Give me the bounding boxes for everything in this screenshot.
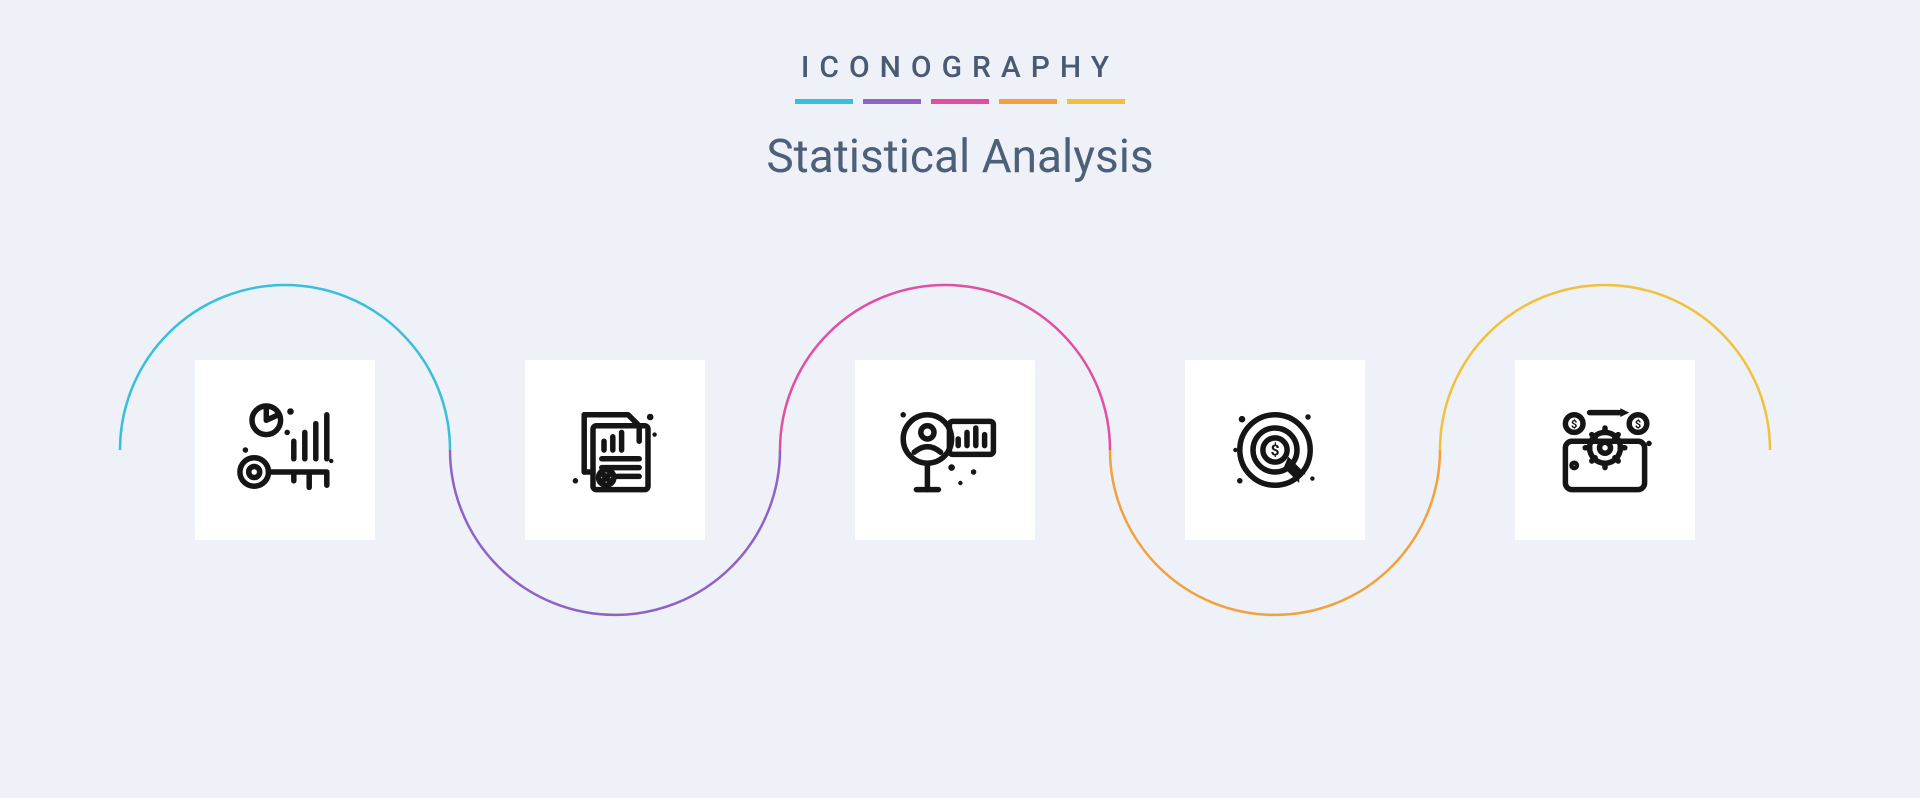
header: ICONOGRAPHY Statistical Analysis [0, 0, 1920, 184]
icon-tile-5: $ $ [1515, 360, 1695, 540]
icon-tile-3 [855, 360, 1035, 540]
page-title: Statistical Analysis [0, 130, 1920, 184]
accent-bar-1 [795, 99, 853, 104]
svg-text:$: $ [1571, 418, 1577, 431]
accent-bar-4 [999, 99, 1057, 104]
svg-text:$: $ [1271, 442, 1280, 460]
accent-bar-2 [863, 99, 921, 104]
accent-bar-5 [1067, 99, 1125, 104]
icon-tile-4: $ [1185, 360, 1365, 540]
document-error-icon [560, 395, 670, 505]
money-target-icon: $ [1220, 395, 1330, 505]
accent-bar-3 [931, 99, 989, 104]
overline-label: ICONOGRAPHY [0, 50, 1920, 85]
user-analysis-icon [890, 395, 1000, 505]
svg-text:$: $ [1635, 418, 1641, 431]
key-chart-icon [230, 395, 340, 505]
icon-tile-1 [195, 360, 375, 540]
wave-area: $ $ $ [0, 250, 1920, 750]
icon-tile-2 [525, 360, 705, 540]
accent-bar-row [0, 99, 1920, 104]
money-gear-tablet-icon: $ $ [1550, 395, 1660, 505]
